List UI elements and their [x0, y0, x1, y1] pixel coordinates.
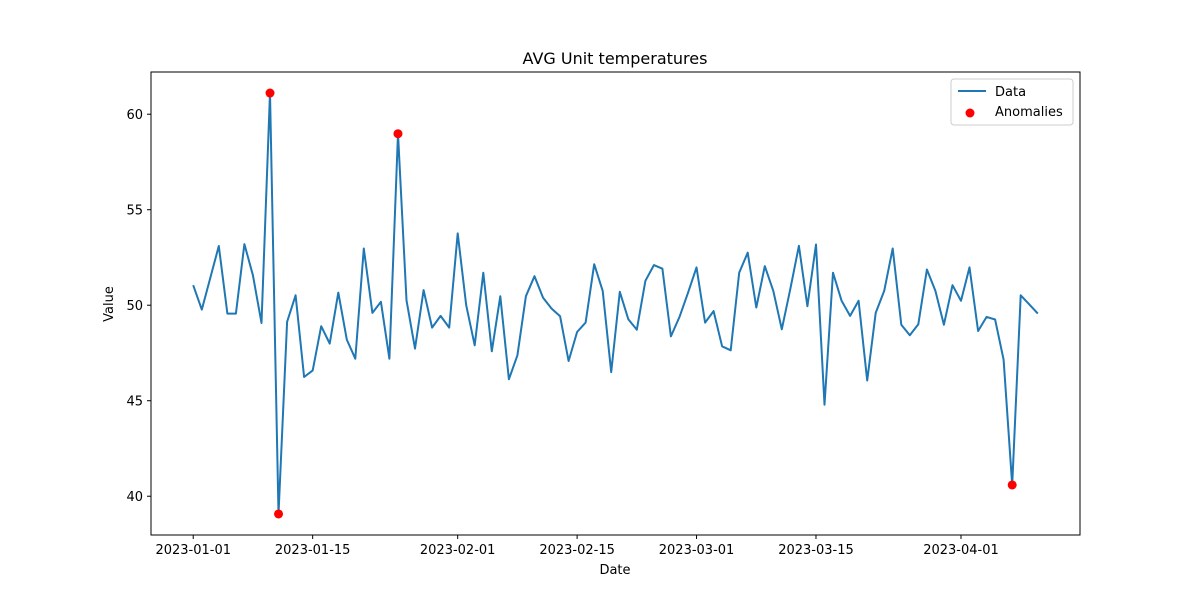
x-tick-label: 2023-01-15 — [275, 543, 351, 558]
anomaly-point — [1008, 480, 1017, 489]
y-axis-label: Value — [102, 286, 117, 322]
y-tick-label: 60 — [126, 108, 143, 123]
y-tick-label: 55 — [126, 204, 143, 219]
legend-data-label: Data — [995, 85, 1026, 100]
chart-title: AVG Unit temperatures — [523, 49, 708, 68]
anomaly-point — [266, 89, 275, 98]
anomaly-point — [393, 129, 402, 138]
x-tick-label: 2023-02-15 — [539, 543, 615, 558]
x-tick-label: 2023-03-01 — [659, 543, 735, 558]
plot-area — [193, 89, 1038, 519]
y-tick-label: 50 — [126, 299, 143, 314]
y-tick-label: 40 — [126, 490, 143, 505]
x-axis-label: Date — [599, 563, 630, 578]
y-axis: 40 45 50 55 60 — [126, 108, 151, 505]
anomaly-point — [274, 509, 283, 518]
y-tick-label: 45 — [126, 395, 143, 410]
data-line — [193, 93, 1038, 514]
axes-frame — [151, 72, 1080, 535]
legend-anomalies-label: Anomalies — [995, 105, 1063, 120]
legend: Data Anomalies — [951, 79, 1073, 125]
x-axis: 2023-01-01 2023-01-15 2023-02-01 2023-02-15… — [155, 535, 998, 558]
x-tick-label: 2023-02-01 — [420, 543, 496, 558]
legend-anomalies-swatch — [966, 109, 975, 118]
x-tick-label: 2023-04-01 — [923, 543, 999, 558]
x-tick-label: 2023-01-01 — [155, 543, 231, 558]
x-tick-label: 2023-03-15 — [778, 543, 854, 558]
